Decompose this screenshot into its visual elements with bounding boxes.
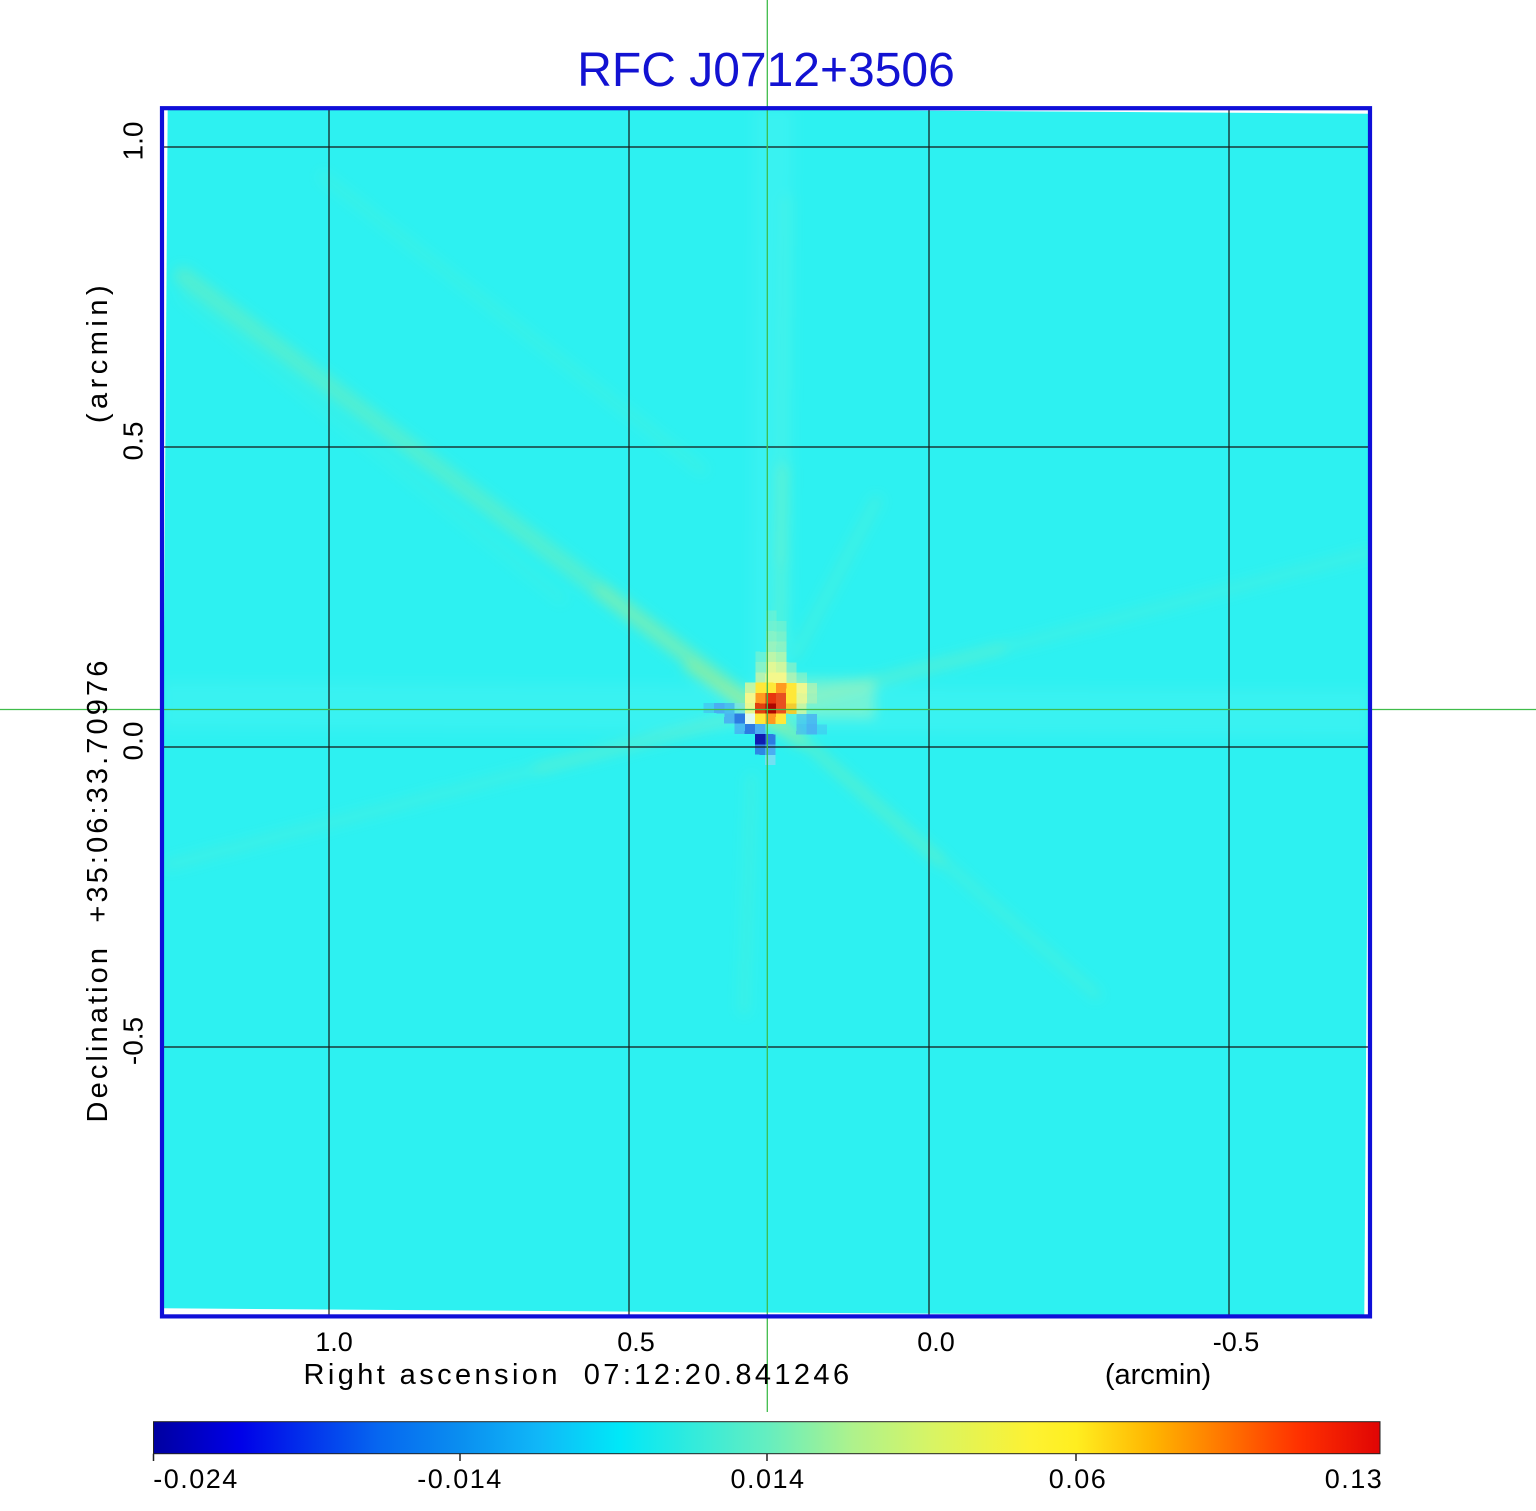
svg-text:0.0: 0.0	[118, 722, 149, 761]
svg-text:0.0: 0.0	[917, 1327, 955, 1357]
svg-text:Right ascension 07:12:20.8412: Right ascension 07:12:20.841246	[304, 1359, 853, 1391]
svg-text:0.5: 0.5	[617, 1327, 655, 1357]
svg-text:-0.014: -0.014	[417, 1464, 503, 1494]
svg-text:1.0: 1.0	[118, 122, 149, 161]
svg-text:-0.5: -0.5	[1213, 1327, 1260, 1357]
svg-text:0.13: 0.13	[1325, 1464, 1384, 1494]
svg-text:(arcmin): (arcmin)	[1105, 1359, 1211, 1391]
svg-text:-0.5: -0.5	[118, 1017, 149, 1065]
svg-text:0.014: 0.014	[730, 1464, 805, 1494]
svg-text:1.0: 1.0	[315, 1327, 353, 1357]
svg-text:(arcmin): (arcmin)	[82, 281, 114, 423]
svg-text:Declination +35:06:33.70976: Declination +35:06:33.70976	[82, 658, 114, 1123]
svg-text:0.5: 0.5	[118, 422, 149, 461]
svg-text:-0.024: -0.024	[153, 1464, 239, 1494]
svg-text:0.06: 0.06	[1049, 1464, 1108, 1494]
svg-text:RFC J0712+3506: RFC J0712+3506	[577, 44, 955, 97]
